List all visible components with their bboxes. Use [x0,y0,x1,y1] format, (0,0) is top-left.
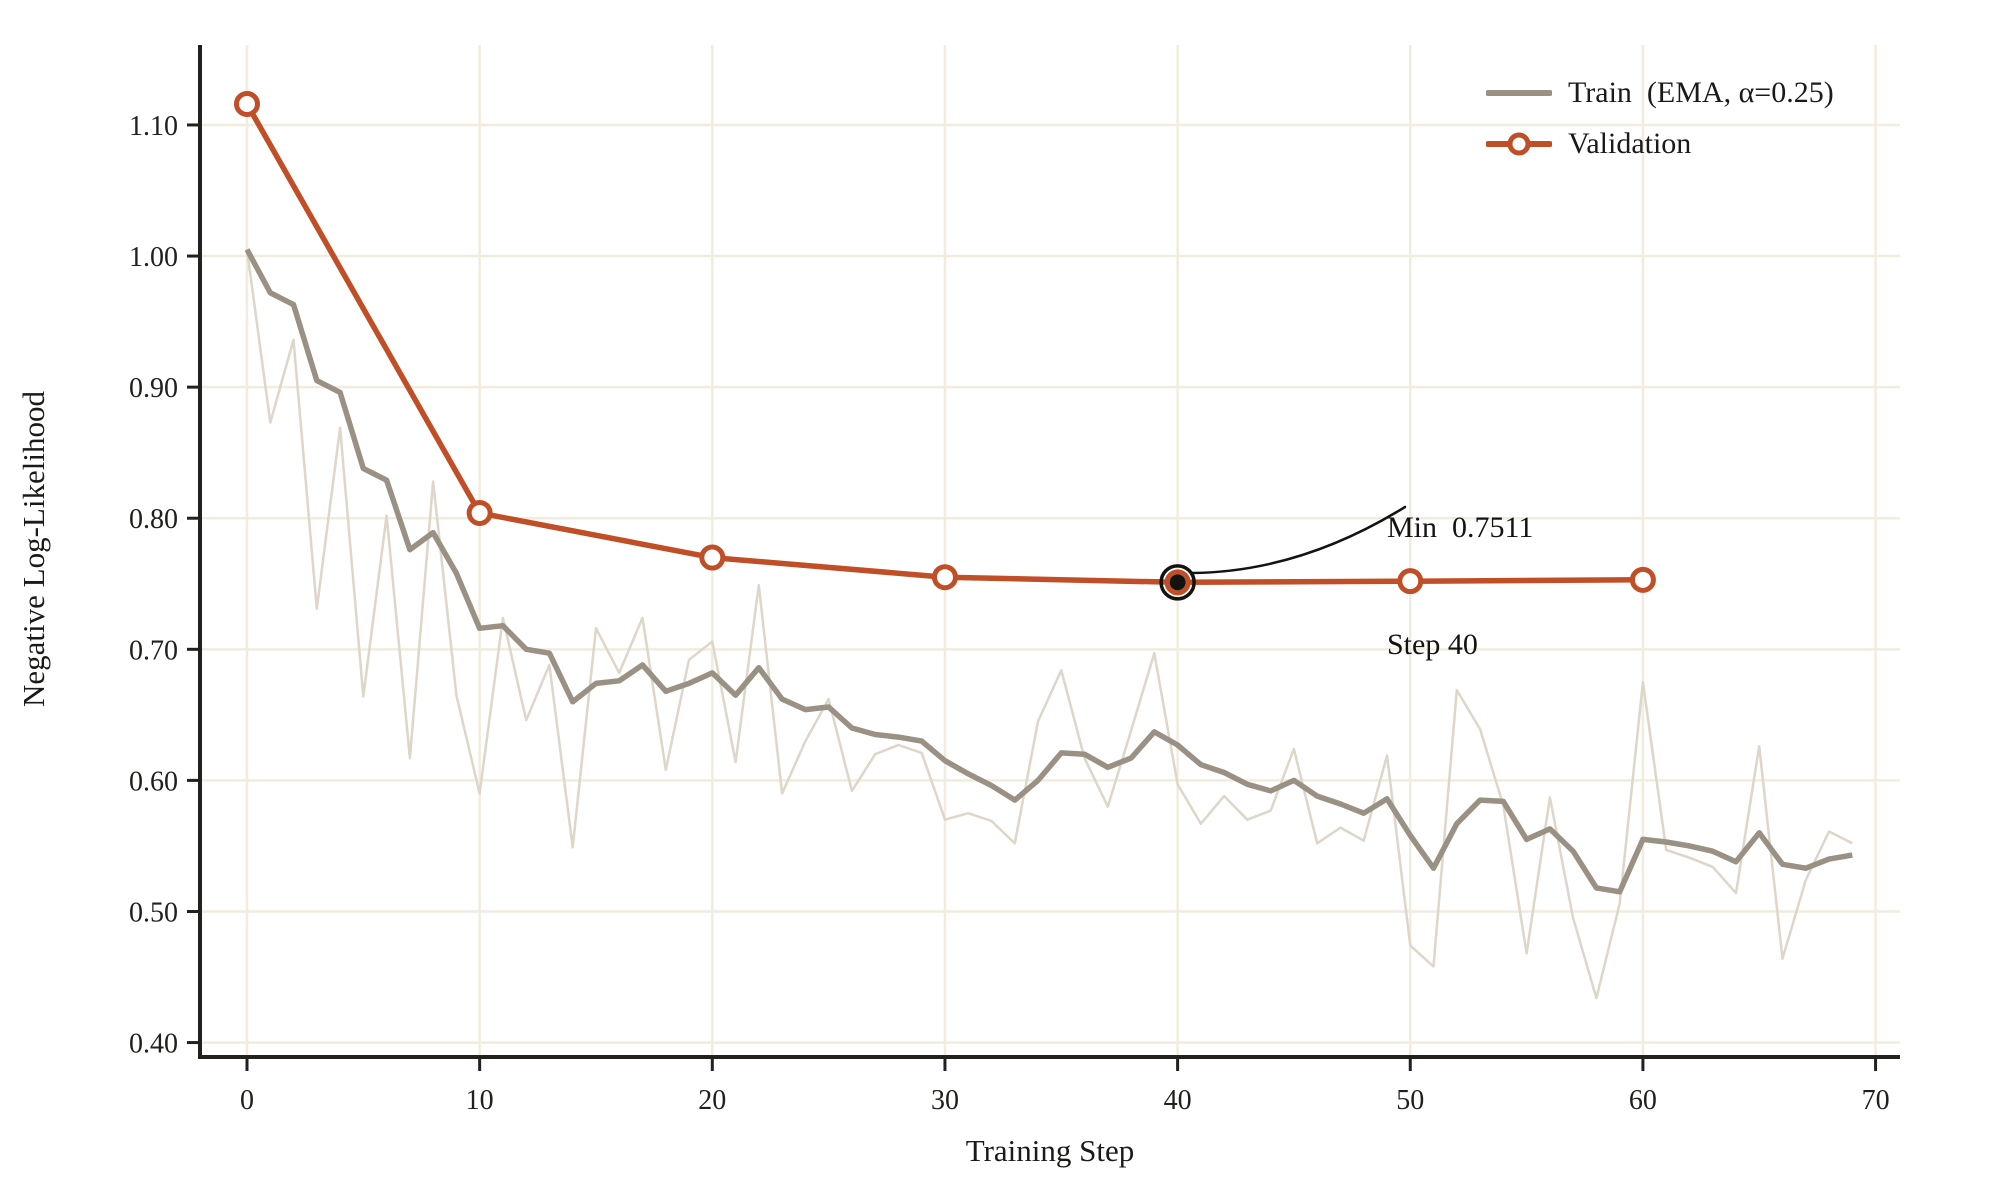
train-line-swatch-icon [1486,90,1552,96]
min-marker-ring [1159,564,1196,601]
legend-label-validation: Validation [1568,127,1692,160]
validation-marker [466,499,493,526]
train-ema-line [244,248,1853,895]
train-raw-line [245,249,1853,1000]
x-tick-label: 30 [931,1085,959,1116]
validation-marker [1397,568,1424,595]
x-tick-label: 70 [1862,1085,1890,1116]
y-tick-label: 0.40 [129,1029,178,1060]
chart-legend: Train (EMA, α=0.25) Validation [1486,70,1834,167]
x-tick-label: 60 [1629,1085,1657,1116]
y-tick-label: 0.70 [129,635,178,666]
y-axis-title: Negative Log-Likelihood [16,391,51,707]
x-tick-label: 40 [1164,1085,1192,1116]
y-tick-label: 1.10 [129,111,178,142]
x-axis-title: Training Step [965,1133,1135,1168]
legend-item-train: Train (EMA, α=0.25) [1486,70,1834,116]
y-tick-label: 0.50 [129,897,178,928]
annotation-leader-line [1190,505,1407,575]
validation-line-swatch-icon [1486,132,1552,156]
x-tick-label: 20 [698,1085,726,1116]
validation-marker [699,544,726,571]
y-tick-label: 1.00 [129,242,178,273]
min-marker-dot [1169,574,1186,591]
min-annotation: Min 0.7511 Step 40 [1387,430,1533,742]
x-tick-label: 10 [466,1085,494,1116]
y-tick-label: 0.90 [129,373,178,404]
validation-marker [233,90,260,117]
validation-marker [1629,566,1656,593]
legend-item-validation: Validation [1486,121,1834,167]
y-tick-label: 0.60 [129,766,178,797]
min-annotation-step: Step 40 [1387,628,1478,661]
validation-marker [931,564,958,591]
x-tick-label: 50 [1396,1085,1424,1116]
x-tick-label: 0 [240,1085,254,1116]
min-annotation-value: Min 0.7511 [1387,511,1534,544]
legend-label-train: Train (EMA, α=0.25) [1568,76,1834,109]
y-tick-label: 0.80 [129,504,178,535]
